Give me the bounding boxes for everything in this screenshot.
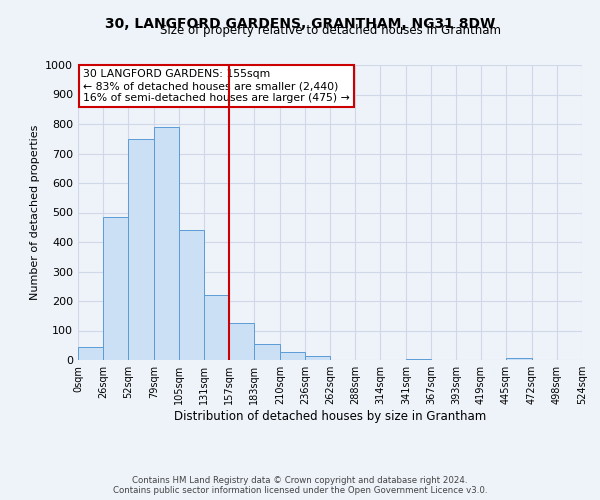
Bar [128,138,154,360]
Bar [506,358,532,360]
Text: 30 LANGFORD GARDENS: 155sqm
← 83% of detached houses are smaller (2,440)
16% of : 30 LANGFORD GARDENS: 155sqm ← 83% of det… [83,70,350,102]
X-axis label: Distribution of detached houses by size in Grantham: Distribution of detached houses by size … [174,410,486,423]
Bar [78,346,103,360]
Title: Size of property relative to detached houses in Grantham: Size of property relative to detached ho… [160,24,500,38]
Text: Contains HM Land Registry data © Crown copyright and database right 2024.
Contai: Contains HM Land Registry data © Crown c… [113,476,487,495]
Bar [406,358,431,360]
Bar [280,352,305,360]
Bar [179,230,204,360]
Text: 30, LANGFORD GARDENS, GRANTHAM, NG31 8DW: 30, LANGFORD GARDENS, GRANTHAM, NG31 8DW [105,18,495,32]
Bar [103,217,128,360]
Bar [229,323,254,360]
Bar [305,356,330,360]
Y-axis label: Number of detached properties: Number of detached properties [29,125,40,300]
Bar [154,127,179,360]
Bar [254,344,280,360]
Bar [204,295,229,360]
